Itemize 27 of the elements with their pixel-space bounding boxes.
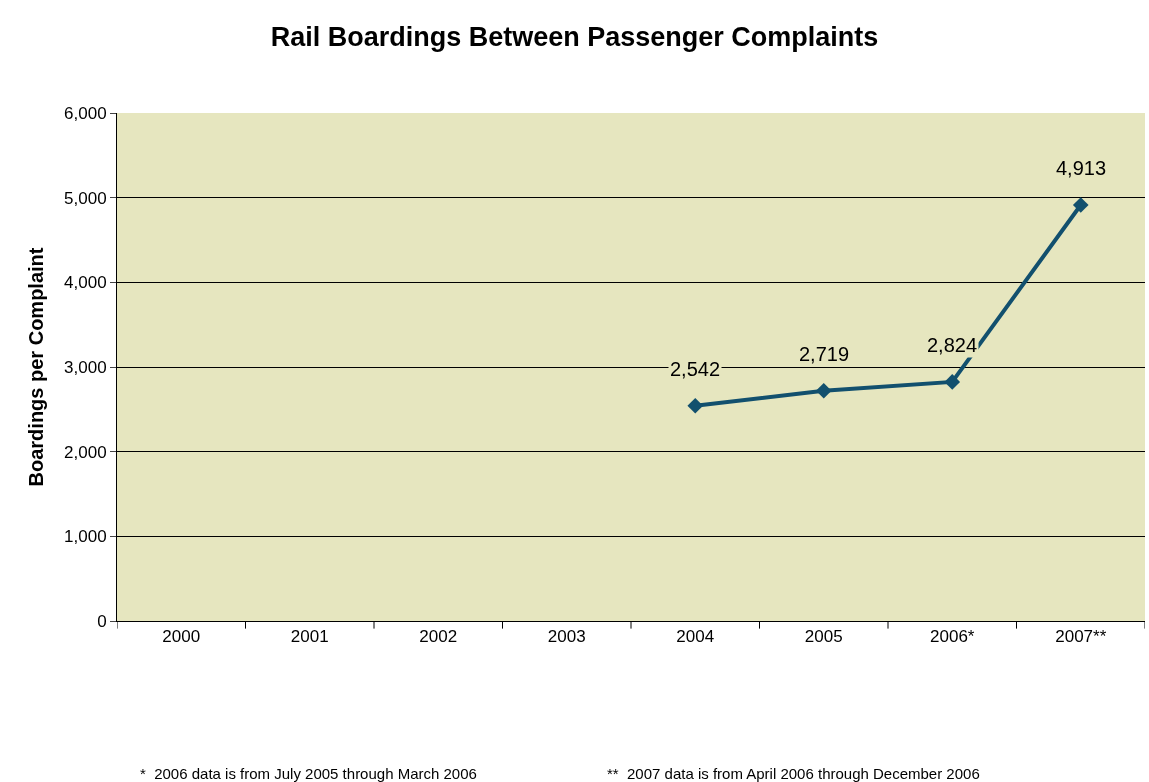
data-label: 4,913 (1056, 157, 1107, 179)
x-tick-label: 2000 (162, 627, 201, 647)
y-tick-label: 0 (97, 611, 107, 631)
point (687, 397, 704, 414)
y-tick-label: 4,000 (64, 273, 107, 293)
point (1072, 197, 1089, 213)
x-tick-label: 2003 (547, 627, 586, 647)
x-tick-label: 2005 (804, 627, 843, 647)
point (815, 382, 832, 399)
y-tick-label: 6,000 (64, 103, 107, 123)
y-tick-label: 2,000 (64, 442, 107, 462)
x-tick-label: 2004 (676, 627, 715, 647)
y-tick-label: 1,000 (64, 527, 107, 547)
text: * 2006 data is from July 2005 through March 2006 (140, 765, 477, 782)
point (944, 374, 961, 390)
data-label: 2,824 (927, 334, 978, 356)
chart-title: Rail Boardings Between Passenger Complaints (270, 22, 879, 53)
x-tick-label: 2007** (1055, 627, 1107, 647)
y-tick-label: 3,000 (64, 357, 107, 377)
x-tick-label: 2002 (419, 627, 458, 647)
data-label: 2,542 (670, 358, 721, 380)
text: ** 2007 data is from April 2006 through December 2006 (607, 765, 980, 782)
x-tick-label: 2006* (930, 627, 975, 647)
x-tick-label: 2001 (290, 627, 329, 647)
y-tick-label: 5,000 (64, 188, 107, 208)
y-axis-title: Boardings per Complaint (24, 247, 47, 487)
data-label: 2,719 (799, 343, 850, 365)
